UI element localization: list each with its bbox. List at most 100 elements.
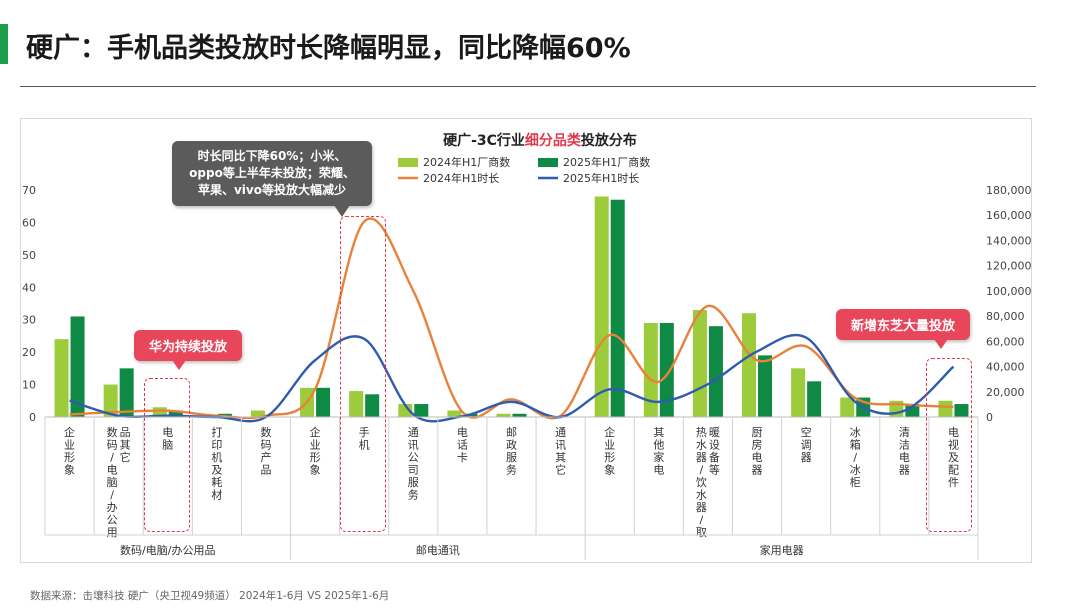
bar [168,410,183,417]
category-label-char: 政 [506,438,517,452]
category-label: 清洁电器 [899,426,910,477]
chart-title-part: 投放分布 [581,132,637,149]
category-label-char: 数 [107,426,118,439]
category-label-char: 脑 [107,476,118,489]
legend-swatch [538,158,558,167]
category-label-char: 电 [752,451,763,464]
bar [594,196,609,417]
left-axis-tick: 10 [22,379,36,392]
category-label-char: 热 [696,426,707,439]
category-label-char: 品 [120,426,131,439]
category-label: 热水器/饮水器/取 [696,426,707,539]
bar [447,410,462,417]
source-note: 数据来源：击壤科技 硬广（央卫视49频道） 2024年1-6月 VS 2025年… [30,590,390,602]
series-line [69,217,954,420]
right-axis-tick: 100,000 [986,285,1032,298]
category-label-char: 电 [107,464,118,477]
left-axis-tick: 60 [22,216,36,229]
category-label-char: 手 [359,425,370,439]
right-axis-tick: 180,000 [986,184,1032,197]
left-axis-tick: 20 [22,346,36,359]
category-label-char: 水 [696,439,707,452]
bar [103,384,118,417]
category-label-char: 厨 [752,426,763,439]
category-label-char: 它 [120,450,131,464]
category-label-char: 业 [604,439,615,452]
legend-label: 2025年H1时长 [563,171,639,185]
chart-title-part: 硬广-3C行业 [443,132,525,149]
category-label-char: 等 [709,463,720,477]
category-label-char: 机 [211,450,222,464]
bar [758,355,773,417]
huawei-callout: 华为持续投放 [134,330,242,370]
right-axis-tick: 80,000 [986,310,1025,323]
bar [119,368,134,417]
category-label-char: 水 [696,489,707,502]
category-label: 电脑 [162,426,173,452]
category-label-char: 脑 [162,439,173,452]
legend-label: 2024年H1时长 [423,171,499,185]
category-label-char: 话 [457,439,468,452]
category-label: 空调器 [801,425,812,464]
category-label-char: 讯 [555,439,566,452]
category-label: 数码产品 [260,426,271,477]
highlight-box-tv [926,358,972,532]
right-axis-tick: 20,000 [986,386,1025,399]
category-label-char: 象 [64,464,75,477]
category-label: 暖设备等 [709,426,720,477]
category-label-char: 器 [801,451,812,464]
group-label: 家用电器 [760,543,804,557]
category-label: 手机 [359,425,370,452]
category-label-char: 件 [948,476,959,489]
category-label: 通讯公司服务 [408,426,419,502]
category-label-char: 房 [752,439,763,452]
bar [250,410,265,417]
category-label-char: 品 [260,464,271,477]
bar [496,413,511,417]
bar [708,326,723,417]
category-label-char: 器 [752,464,763,477]
category-label-char: 家 [653,450,664,464]
category-label-char: 企 [64,425,75,439]
category-label-char: 其 [555,451,566,464]
bar [365,394,380,417]
bar [840,397,855,417]
category-label-char: 视 [948,438,959,452]
category-label-char: 它 [555,463,566,477]
bar [398,404,413,417]
category-label-char: 司 [408,464,419,477]
category-label-char: 配 [948,464,959,477]
category-label-char: 卡 [457,451,468,464]
category-label-char: 业 [310,439,321,452]
category-label-char: 用 [107,526,118,539]
bar [643,322,658,417]
category-label: 冰箱/冰柜 [850,426,861,489]
category-label-char: / [853,451,857,464]
category-label-char: / [700,464,704,477]
right-axis-tick: 160,000 [986,209,1032,222]
left-axis-tick: 0 [29,411,36,424]
title-divider [20,86,1036,87]
phone-callout: 时长同比下降60%；小米、 oppo等上半年未投放；荣耀、 苹果、vivo等投放… [172,141,372,217]
left-axis-tick: 40 [22,281,36,294]
bar [807,381,822,417]
category-label-char: 象 [310,464,321,477]
bar [938,400,953,417]
group-label: 数码/电脑/办公用品 [120,544,215,557]
category-label-char: 服 [506,451,517,464]
category-label-char: 备 [709,450,720,464]
category-label-char: 器 [696,451,707,464]
bar [70,316,85,417]
category-label-char: 数 [260,426,271,439]
category-label-char: 饮 [696,476,707,489]
legend-label: 2024年H1厂商数 [423,155,510,169]
category-label: 企业形象 [604,425,615,477]
category-label-char: 箱 [850,438,861,452]
title-accent-bar [0,24,8,64]
category-label-char: 耗 [211,476,222,489]
category-label-char: 象 [604,464,615,477]
category-label: 企业形象 [64,425,75,477]
category-label-char: 设 [709,439,720,452]
bar [791,368,806,417]
